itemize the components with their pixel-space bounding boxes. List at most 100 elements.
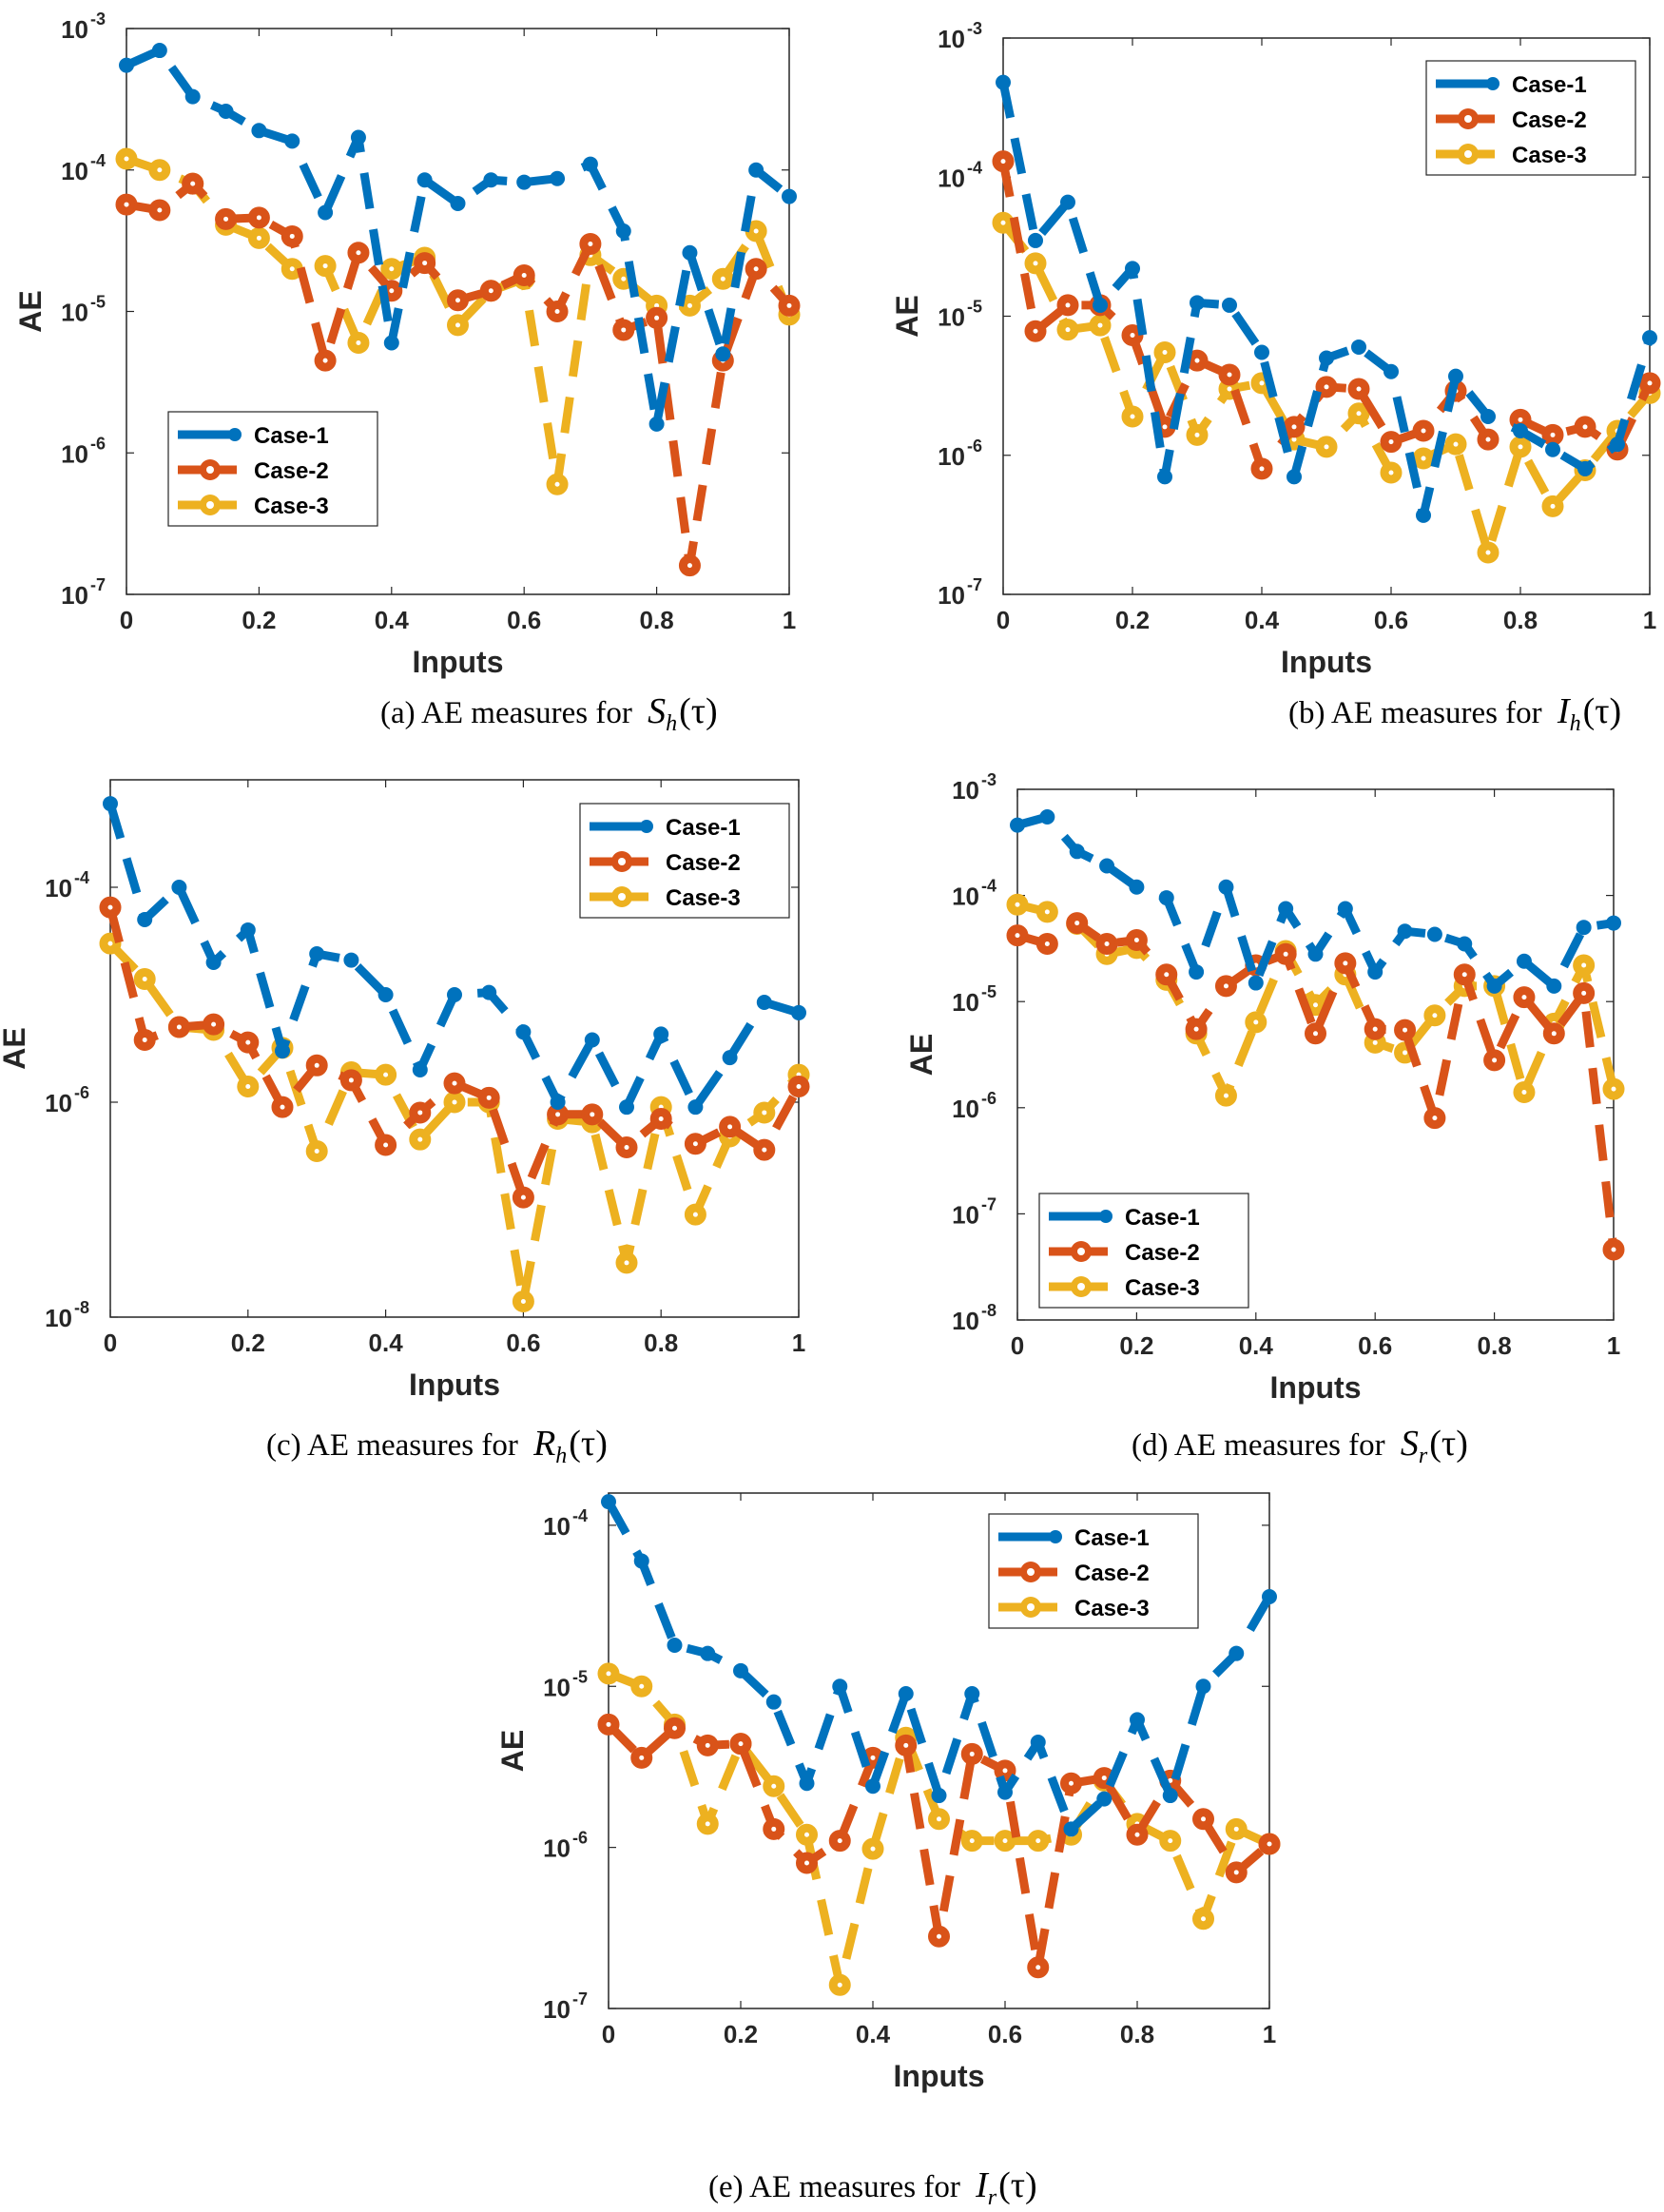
- data-point-case-1: [1190, 295, 1205, 311]
- x-tick-label: 0.8: [640, 606, 674, 634]
- y-tick-exponent: -8: [74, 1298, 89, 1317]
- caption-argument: (τ): [679, 691, 718, 731]
- data-point-case-1: [1278, 901, 1294, 917]
- y-axis-title: AE: [890, 295, 924, 337]
- data-point-case-1: [1162, 1788, 1178, 1804]
- data-point-case-1: [1262, 1589, 1277, 1605]
- data-point-center: [1356, 411, 1362, 417]
- data-point-center: [654, 315, 660, 320]
- data-point-case-1: [832, 1678, 848, 1695]
- data-point-center: [624, 1260, 629, 1266]
- data-point-center: [1388, 439, 1394, 445]
- y-tick-exponent: -4: [967, 158, 982, 177]
- legend-label-case-2: Case-2: [1125, 1240, 1200, 1266]
- data-point-center: [455, 298, 460, 303]
- data-point-case-1: [1248, 975, 1264, 991]
- caption-symbol: S: [1401, 1424, 1419, 1464]
- y-tick-label: 10: [938, 581, 965, 610]
- data-point-case-1: [119, 57, 134, 73]
- data-point-center: [1223, 983, 1229, 989]
- data-point-case-1: [1099, 858, 1115, 874]
- data-point-case-1: [1125, 261, 1140, 277]
- y-tick-label: 10: [61, 581, 88, 610]
- data-point-case-1: [550, 170, 566, 186]
- data-point-case-1: [1307, 946, 1324, 962]
- data-point-center: [1581, 962, 1587, 968]
- legend-marker-center: [1027, 1568, 1035, 1576]
- data-point-case-1: [782, 188, 797, 204]
- data-point-center: [692, 1141, 698, 1147]
- data-point-center: [837, 1982, 842, 1988]
- data-point-center: [1259, 466, 1265, 472]
- data-point-center: [1521, 995, 1527, 1000]
- data-point-case-1: [931, 1788, 947, 1804]
- data-point-case-1: [1069, 844, 1085, 860]
- y-tick-exponent: -3: [967, 19, 982, 38]
- y-tick-label: 10: [938, 164, 965, 192]
- data-point-center: [1168, 1777, 1173, 1783]
- data-point-center: [687, 302, 692, 308]
- series-line-case-3: [106, 940, 803, 1306]
- data-point-case-1: [275, 1043, 290, 1059]
- x-tick-label: 0.4: [369, 1329, 404, 1357]
- data-point-center: [1194, 432, 1200, 437]
- series-line-case-1: [125, 46, 792, 429]
- data-point-case-1: [1642, 330, 1657, 346]
- data-point-center: [937, 1816, 941, 1822]
- data-point-center: [157, 207, 163, 213]
- data-point-center: [190, 181, 196, 186]
- data-point-center: [658, 1116, 664, 1122]
- y-tick-label: 10: [543, 1834, 571, 1863]
- x-tick-label: 0.6: [1374, 606, 1408, 634]
- data-point-center: [348, 1077, 354, 1083]
- data-point-center: [245, 1039, 251, 1045]
- x-tick-label: 0: [120, 606, 133, 634]
- y-tick-exponent: -5: [90, 293, 106, 312]
- data-point-case-1: [700, 1645, 716, 1661]
- data-point-center: [1227, 372, 1232, 378]
- data-point-center: [1097, 322, 1103, 328]
- legend-marker: [640, 820, 653, 833]
- caption-argument: (τ): [1429, 1424, 1468, 1464]
- data-point-center: [1015, 933, 1020, 939]
- data-point-center: [1168, 1838, 1173, 1844]
- x-tick-label: 0: [602, 2020, 615, 2048]
- y-tick-label: 10: [952, 1307, 979, 1335]
- data-point-case-1: [582, 156, 598, 172]
- data-point-case-1: [648, 416, 665, 432]
- data-point-center: [1518, 417, 1523, 422]
- data-point-case-1: [309, 946, 325, 962]
- data-point-case-1: [1129, 879, 1145, 895]
- data-point-case-1: [1063, 1821, 1079, 1837]
- legend: Case-1 Case-2 Case-3: [1038, 1193, 1249, 1309]
- y-tick-label: 10: [45, 874, 72, 902]
- data-point-case-1: [218, 104, 234, 120]
- data-point-center: [486, 1095, 492, 1100]
- data-point-center: [786, 302, 792, 308]
- data-point-center: [1227, 386, 1232, 392]
- data-point-center: [1550, 503, 1556, 509]
- data-point-case-1: [1480, 408, 1496, 424]
- caption-subscript: r: [1419, 1444, 1428, 1468]
- data-point-center: [1647, 380, 1653, 386]
- x-tick-label: 1: [1263, 2020, 1276, 2048]
- data-point-case-1: [450, 195, 466, 211]
- data-point-center: [903, 1742, 909, 1748]
- data-point-center: [705, 1821, 710, 1827]
- data-point-case-1: [1457, 936, 1473, 952]
- data-point-center: [1194, 358, 1200, 363]
- y-tick-label: 10: [61, 439, 88, 468]
- data-point-center: [1000, 159, 1006, 165]
- y-tick-label: 10: [938, 25, 965, 53]
- data-point-case-1: [318, 204, 334, 221]
- data-point-case-1: [1222, 297, 1237, 313]
- x-tick-label: 1: [1643, 606, 1656, 634]
- x-tick-label: 0.6: [1358, 1331, 1392, 1360]
- data-point-case-1: [515, 1024, 532, 1040]
- data-point-center: [1233, 1826, 1239, 1832]
- data-point-case-1: [1093, 297, 1108, 313]
- figure-caption: (d) AE measures for Sr(τ): [1132, 1424, 1468, 1468]
- data-point-case-1: [416, 172, 433, 188]
- data-point-center: [1044, 909, 1050, 915]
- data-point-center: [107, 941, 113, 946]
